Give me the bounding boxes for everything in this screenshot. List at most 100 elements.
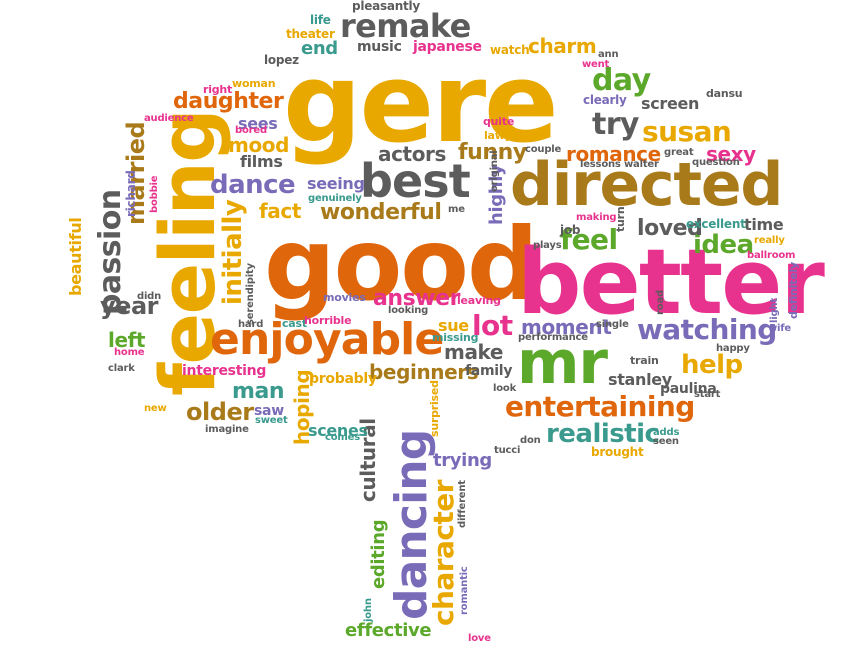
word-answer: answer <box>373 286 461 311</box>
word-susan: susan <box>642 115 732 148</box>
word-brought: brought <box>591 445 644 459</box>
word-enjoyable: enjoyable <box>210 314 444 365</box>
word-turn: turn <box>614 207 627 233</box>
word-horrible: horrible <box>304 314 352 327</box>
word-couple: couple <box>525 144 562 155</box>
word-happy: happy <box>716 343 750 354</box>
word-beginners: beginners <box>369 360 479 384</box>
word-probably: probably <box>309 371 377 387</box>
word-excellent: excellent <box>686 217 746 231</box>
word-films: films <box>240 152 283 171</box>
word-dance: dance <box>210 170 296 200</box>
word-day: day <box>592 63 651 98</box>
word-question: question <box>692 157 740 168</box>
word-missing: missing <box>432 331 479 344</box>
word-realistic: realistic <box>546 419 660 449</box>
word-ann: ann <box>598 49 619 60</box>
word-lopez: lopez <box>264 53 299 67</box>
word-imagine: imagine <box>205 424 249 435</box>
word-watch: watch <box>490 43 530 57</box>
word-went: went <box>582 59 610 70</box>
word-tucci: tucci <box>494 445 521 456</box>
word-genuinely: genuinely <box>308 193 362 204</box>
word-surprised: surprised <box>428 380 441 437</box>
word-actors: actors <box>378 142 447 166</box>
word-original: original <box>489 150 500 192</box>
word-audience: audience <box>144 113 194 124</box>
word-richard: richard <box>124 170 138 217</box>
word-try: try <box>592 107 640 142</box>
word-looking: looking <box>388 305 429 316</box>
word-mood: mood <box>228 133 290 157</box>
word-remake: remake <box>340 7 471 45</box>
word-light: light <box>769 298 780 323</box>
word-feel: feel <box>560 223 618 256</box>
word-seeing: seeing <box>307 174 365 193</box>
word-comes: comes <box>325 432 360 443</box>
word-family: family <box>465 363 513 379</box>
word-romance: romance <box>566 142 661 166</box>
word-character: character <box>427 480 460 626</box>
word-road: road <box>655 290 666 315</box>
word-lot: lot <box>472 309 513 342</box>
word-new: new <box>144 403 167 414</box>
word-music: music <box>357 39 402 55</box>
word-effective: effective <box>345 620 432 641</box>
word-right: right <box>203 83 233 96</box>
word-initially: initially <box>218 200 248 306</box>
word-time: time <box>744 215 784 234</box>
word-sweet: sweet <box>255 415 288 426</box>
word-life: life <box>310 13 331 27</box>
word-home: home <box>114 347 145 358</box>
word-dansu: dansu <box>706 87 743 100</box>
word-bored: bored <box>235 125 267 136</box>
word-older: older <box>186 398 254 426</box>
word-definitely: definitely <box>787 262 800 319</box>
word-train: train <box>630 354 659 367</box>
word-serendipity: serendipity <box>245 263 256 325</box>
word-saw: saw <box>254 403 284 419</box>
word-adds: adds <box>653 427 680 438</box>
word-me: me <box>448 204 465 215</box>
word-don: don <box>520 435 541 446</box>
word-great: great <box>664 147 694 158</box>
word-wife: wife <box>768 323 791 334</box>
word-sue: sue <box>438 316 469 335</box>
word-fact: fact <box>259 199 302 223</box>
word-really: really <box>754 235 785 246</box>
word-wonderful: wonderful <box>320 200 442 225</box>
word-lawyer: lawyer <box>484 129 525 142</box>
word-moment: moment <box>521 315 612 339</box>
word-sees: sees <box>238 114 278 133</box>
word-leaving: leaving <box>457 294 501 307</box>
word-better: better <box>517 230 825 335</box>
word-john: john <box>363 598 374 622</box>
word-performance: performance <box>518 332 588 343</box>
word-lessons: lessons <box>580 159 621 170</box>
word-japanese: japanese <box>413 39 482 55</box>
word-year: year <box>100 292 159 320</box>
word-watching: watching <box>637 313 777 346</box>
word-ballroom: ballroom <box>747 250 796 261</box>
word-woman: woman <box>232 77 276 90</box>
word-making: making <box>576 212 617 223</box>
word-funny: funny <box>458 140 527 165</box>
word-walter: walter <box>624 159 659 170</box>
word-end: end <box>301 38 338 59</box>
word-clark: clark <box>108 363 135 374</box>
word-love: love <box>468 633 491 644</box>
word-different: different <box>457 480 468 528</box>
word-bobbie: bobbie <box>149 176 160 214</box>
word-charm: charm <box>528 34 597 58</box>
word-paulina: paulina <box>660 381 717 397</box>
word-plays: plays <box>533 240 562 251</box>
word-romantic: romantic <box>459 566 470 615</box>
word-pleasantly: pleasantly <box>352 0 420 13</box>
word-entertaining: entertaining <box>505 390 695 423</box>
word-directed: directed <box>510 150 783 220</box>
word-gere: gere <box>283 39 559 167</box>
word-cast: cast <box>282 317 307 330</box>
word-best: best <box>360 154 471 208</box>
word-trying: trying <box>433 450 492 471</box>
